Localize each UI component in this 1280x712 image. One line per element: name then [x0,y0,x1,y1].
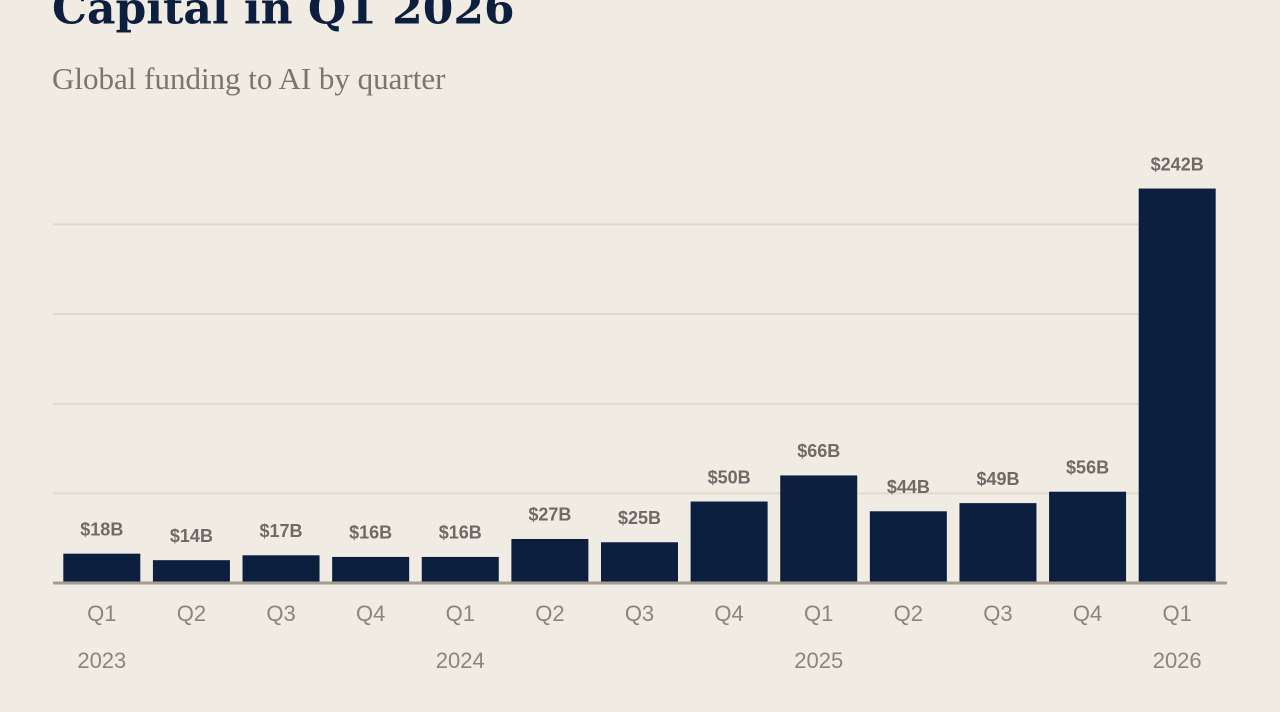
chart-subtitle: Global funding to AI by quarter [52,61,446,96]
year-label: 2024 [436,648,485,673]
year-label: 2023 [77,648,126,673]
x-tick-label: Q1 [1163,601,1192,626]
value-label: $25B [618,508,661,528]
x-tick-label: Q1 [87,601,116,626]
x-tick-label: Q3 [266,601,295,626]
value-label: $66B [797,441,840,461]
bar [332,556,410,583]
value-label: $44B [887,477,930,497]
year-label: 2025 [794,648,843,673]
value-label: $27B [528,505,571,525]
x-tick-label: Q2 [535,601,564,626]
bar [242,555,320,583]
chart-title: Capital in Q1 2026 [52,0,515,35]
x-tick-label: Q3 [625,601,654,626]
value-label: $242B [1151,154,1204,174]
bar [421,556,499,583]
x-tick-label: Q4 [356,601,385,626]
bar [511,538,589,583]
year-label: 2026 [1153,648,1202,673]
bar [152,560,230,583]
x-tick-label: Q3 [983,601,1012,626]
bar [601,542,678,583]
bar [959,503,1037,583]
bar [1049,491,1127,583]
value-label: $49B [976,469,1019,489]
bar [869,511,947,583]
x-tick-label: Q1 [446,601,475,626]
value-label: $18B [80,519,123,539]
bar [1138,188,1216,584]
value-label: $16B [349,523,392,543]
value-label: $16B [439,523,482,543]
value-label: $56B [1066,457,1109,477]
value-label: $14B [170,526,213,546]
bar [780,475,858,583]
x-tick-label: Q1 [804,601,833,626]
value-label: $50B [708,467,751,487]
bar [63,553,141,583]
x-tick-label: Q4 [714,601,743,626]
bar [690,501,768,583]
x-tick-label: Q2 [177,601,206,626]
value-label: $17B [260,521,303,541]
x-tick-label: Q4 [1073,601,1102,626]
x-tick-label: Q2 [894,601,923,626]
